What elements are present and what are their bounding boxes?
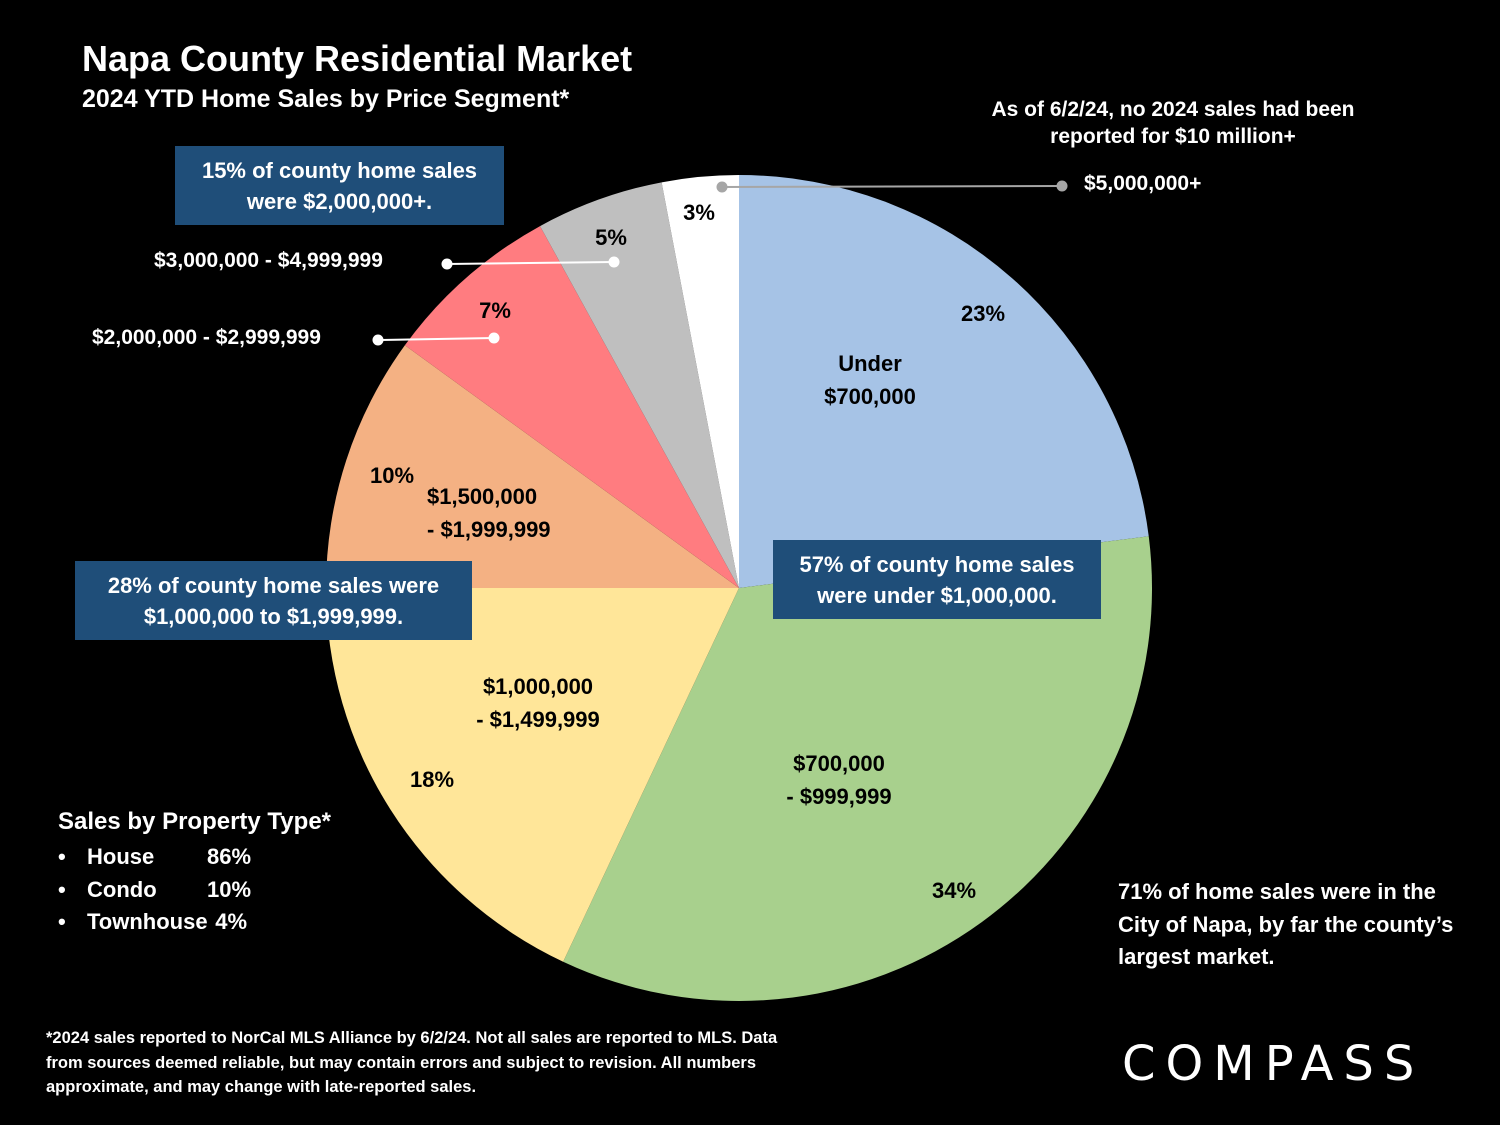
slice-label-1.5m-2m: $1,500,000 - $1,999,999 xyxy=(427,480,577,546)
pct-label-700k-999k: 34% xyxy=(931,878,977,903)
leader-3m-5m-dot xyxy=(608,256,620,268)
bullet: • xyxy=(58,844,66,869)
outside-label-2m-3m: $2,000,000 - $2,999,999 xyxy=(92,326,321,349)
outside-label-3m-5m: $3,000,000 - $4,999,999 xyxy=(154,249,383,272)
pie-slice-1 xyxy=(563,536,1152,1002)
leader-3m-5m xyxy=(446,261,615,265)
bullet: • xyxy=(58,876,66,902)
leader-2m-3m xyxy=(377,337,495,341)
pct-label-3m-5m: 5% xyxy=(595,225,627,250)
property-type-title: Sales by Property Type* xyxy=(58,808,331,835)
pie-slice-3 xyxy=(326,345,739,588)
pie-slice-0 xyxy=(739,175,1149,588)
slice-label-line: $700,000 xyxy=(824,384,916,409)
bullet: • xyxy=(58,909,66,934)
slice-label-line: $1,000,000 xyxy=(482,674,594,699)
pct-label-1.5m-2m: 10% xyxy=(369,463,415,488)
leader-5m-plus xyxy=(721,185,1063,188)
slice-label-line: - $999,999 xyxy=(786,784,892,809)
slice-label-line: - $1,999,999 xyxy=(427,517,551,542)
leader-5m-plus-dot xyxy=(1056,180,1068,192)
pie-slice-5 xyxy=(540,182,739,588)
pct-label-2m-3m: 7% xyxy=(479,298,511,323)
pie-slice-4 xyxy=(404,226,739,589)
footnote: *2024 sales reported to NorCal MLS Allia… xyxy=(46,1029,778,1096)
property-type-list: • House 86% • Condo 10% • Townhouse 4% xyxy=(58,841,252,939)
outside-label-5m-plus: $5,000,000+ xyxy=(1084,172,1202,195)
callout-over-2m: 15% of county home sales were $2,000,000… xyxy=(175,146,504,225)
property-type-row: • Condo 10% xyxy=(58,874,252,907)
leader-2m-3m-dot xyxy=(372,334,384,346)
compass-logo: COMPASS xyxy=(1122,1036,1425,1092)
property-type-pct: 4% xyxy=(215,909,247,934)
slice-label-line: $1,500,000 xyxy=(427,484,538,509)
property-type-pct: 10% xyxy=(207,876,252,902)
slice-label-line: - $1,499,999 xyxy=(476,707,600,732)
slice-label-700k-999k: $700,000 - $999,999 xyxy=(754,747,924,813)
city-of-napa-note: 71% of home sales were in the City of Na… xyxy=(1118,879,1454,969)
property-type-name: Condo xyxy=(87,876,157,902)
note-no-10m-sales: As of 6/2/24, no 2024 sales had been rep… xyxy=(991,98,1355,148)
pie-slice-6 xyxy=(661,175,739,588)
property-type-pct: 86% xyxy=(207,844,252,869)
slice-label-line: $700,000 xyxy=(793,751,885,776)
property-type-name: House xyxy=(87,844,155,869)
callout-1m-to-2m: 28% of county home sales were $1,000,000… xyxy=(75,561,472,640)
property-type-row: • House 86% xyxy=(58,841,252,874)
property-type-row: • Townhouse 4% xyxy=(58,906,247,939)
property-type-name: Townhouse xyxy=(87,909,208,934)
leader-3m-5m-dot xyxy=(441,258,453,270)
slice-label-under-700k: Under $700,000 xyxy=(790,347,950,413)
callout-under-1m: 57% of county home sales were under $1,0… xyxy=(773,540,1101,619)
pct-label-5m-plus: 3% xyxy=(683,200,715,225)
slice-label-line: Under xyxy=(838,351,902,376)
pct-label-1m-1.5m: 18% xyxy=(409,767,455,792)
chart-subtitle: 2024 YTD Home Sales by Price Segment* xyxy=(82,85,570,113)
leader-5m-plus-dot xyxy=(716,181,728,193)
pct-label-under-700k: 23% xyxy=(960,301,1006,326)
leader-2m-3m-dot xyxy=(488,332,500,344)
pie-slice-2 xyxy=(326,588,739,962)
slice-label-1m-1.5m: $1,000,000 - $1,499,999 xyxy=(453,670,623,736)
chart-title: Napa County Residential Market xyxy=(82,38,633,79)
